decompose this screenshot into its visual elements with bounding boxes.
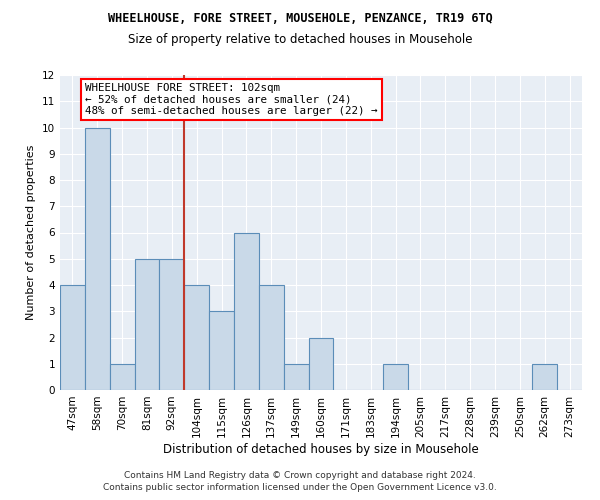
Bar [134,259,160,390]
Bar [308,338,334,390]
Bar [532,364,557,390]
Bar [259,285,284,390]
Bar [234,232,259,390]
Bar [383,364,408,390]
X-axis label: Distribution of detached houses by size in Mousehole: Distribution of detached houses by size … [163,442,479,456]
Text: Contains HM Land Registry data © Crown copyright and database right 2024.: Contains HM Land Registry data © Crown c… [124,471,476,480]
Y-axis label: Number of detached properties: Number of detached properties [26,145,37,320]
Bar [85,128,110,390]
Text: WHEELHOUSE FORE STREET: 102sqm
← 52% of detached houses are smaller (24)
48% of : WHEELHOUSE FORE STREET: 102sqm ← 52% of … [85,83,377,116]
Bar [184,285,209,390]
Bar [60,285,85,390]
Text: Size of property relative to detached houses in Mousehole: Size of property relative to detached ho… [128,32,472,46]
Bar [110,364,134,390]
Bar [160,259,184,390]
Bar [284,364,308,390]
Bar [209,311,234,390]
Text: WHEELHOUSE, FORE STREET, MOUSEHOLE, PENZANCE, TR19 6TQ: WHEELHOUSE, FORE STREET, MOUSEHOLE, PENZ… [107,12,493,26]
Text: Contains public sector information licensed under the Open Government Licence v3: Contains public sector information licen… [103,484,497,492]
